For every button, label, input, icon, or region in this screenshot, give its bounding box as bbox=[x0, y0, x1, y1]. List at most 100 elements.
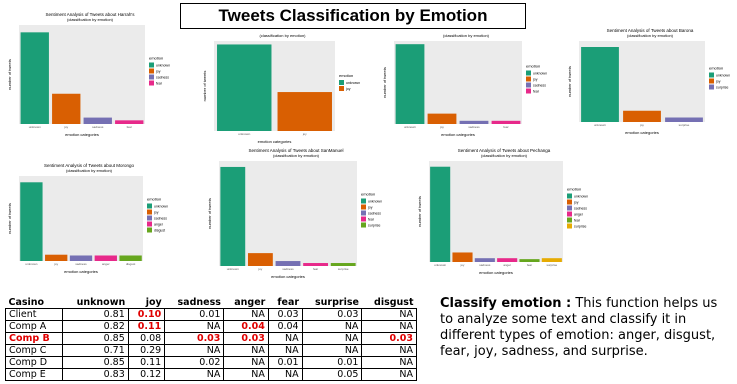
table-row: Comp C 0.71 0.29 NA NA NA NA NA bbox=[4, 344, 417, 357]
y-axis-label: number of tweets bbox=[7, 59, 12, 90]
x-tick-label: unknown bbox=[404, 125, 416, 129]
table-cell: 0.11 bbox=[127, 320, 166, 333]
x-axis-label: emotion categories bbox=[625, 130, 659, 135]
bar bbox=[45, 254, 68, 261]
legend-label: unknown bbox=[574, 195, 588, 199]
table-cell: NA bbox=[267, 344, 303, 357]
x-tick-label: sadness bbox=[282, 267, 294, 271]
table-cell: NA bbox=[361, 320, 417, 333]
legend-label: joy bbox=[153, 211, 159, 215]
bar bbox=[665, 117, 703, 122]
charts: unknown joy sadness fear Sentiment Analysis … bbox=[7, 12, 730, 279]
bar bbox=[459, 120, 489, 124]
x-tick-label: joy bbox=[439, 125, 444, 129]
x-tick-label: surprise bbox=[679, 123, 690, 127]
bar bbox=[220, 166, 246, 266]
x-tick-label: surprise bbox=[338, 267, 349, 271]
table-cell: NA bbox=[267, 332, 303, 345]
table-cell: NA bbox=[361, 308, 417, 321]
x-tick-label: unknown bbox=[29, 125, 41, 129]
table-cell: NA bbox=[164, 368, 225, 381]
table-cell: 0.10 bbox=[127, 308, 166, 321]
table-cell: Client bbox=[4, 308, 64, 321]
legend-title: emotion bbox=[147, 197, 161, 202]
bar bbox=[395, 44, 425, 124]
bar bbox=[275, 261, 301, 266]
table-cell: 0.81 bbox=[62, 308, 129, 321]
table-cell: 0.01 bbox=[267, 356, 303, 369]
legend-title: emotion bbox=[149, 56, 163, 61]
x-tick-label: anger bbox=[503, 263, 511, 267]
table-cell: 0.05 bbox=[301, 368, 363, 381]
x-tick-label: unknown bbox=[25, 262, 37, 266]
table-cell: 0.08 bbox=[127, 332, 166, 345]
table-cell: NA bbox=[223, 368, 269, 381]
x-tick-label: fear bbox=[503, 125, 508, 129]
x-tick-label: unknown bbox=[594, 123, 606, 127]
table-cell: 0.11 bbox=[127, 356, 166, 369]
legend-label: surprise bbox=[368, 224, 381, 228]
x-tick-label: sadness bbox=[468, 125, 480, 129]
x-tick-label: surprise bbox=[546, 263, 557, 267]
legend-swatch bbox=[147, 209, 152, 215]
table-row: Client 0.81 0.10 0.01 NA 0.03 0.03 NA bbox=[4, 308, 417, 321]
description-label: Classify emotion : bbox=[440, 296, 572, 311]
slide-title: Tweets Classification by Emotion bbox=[180, 3, 526, 29]
table-cell: NA bbox=[164, 344, 225, 357]
chart-subtitle: (classification by emotion) bbox=[259, 33, 306, 38]
legend-swatch bbox=[567, 223, 572, 229]
legend-swatch bbox=[567, 205, 572, 211]
x-axis-label: emotion categories bbox=[271, 274, 305, 279]
legend-swatch bbox=[709, 72, 714, 78]
legend-swatch bbox=[339, 86, 344, 91]
x-tick-label: fear bbox=[313, 267, 318, 271]
legend-label: joy bbox=[573, 201, 579, 205]
bar bbox=[69, 255, 93, 261]
legend-title: emotion bbox=[709, 66, 723, 71]
legend-label: joy bbox=[532, 78, 538, 82]
legend-label: surprise bbox=[574, 225, 587, 229]
chart-subtitle: (classification by emotion) bbox=[443, 33, 490, 38]
legend-swatch bbox=[147, 215, 152, 221]
x-tick-label: unknown bbox=[227, 267, 239, 271]
table-cell: 0.83 bbox=[62, 368, 129, 381]
legend-swatch bbox=[361, 210, 366, 216]
legend-swatch bbox=[526, 70, 531, 76]
x-axis-label: emotion categories bbox=[441, 132, 475, 137]
legend-title: emotion bbox=[361, 192, 375, 197]
chart: unknown joy sadness fear surprise Sentiment A… bbox=[207, 148, 382, 279]
x-tick-label: fear bbox=[127, 125, 132, 129]
x-tick-label: sadness bbox=[75, 262, 87, 266]
chart-title: Sentiment Analysis of Tweets about Pecha… bbox=[458, 148, 551, 153]
legend-label: fear bbox=[533, 90, 540, 94]
table-cell: NA bbox=[361, 344, 417, 357]
x-tick-label: unknown bbox=[238, 132, 250, 136]
table-cell: 0.01 bbox=[164, 308, 225, 321]
table-cell: 0.85 bbox=[62, 356, 129, 369]
legend-swatch bbox=[361, 198, 366, 204]
legend-swatch bbox=[709, 78, 714, 84]
legend-label: fear bbox=[368, 218, 375, 222]
x-tick-label: joy bbox=[257, 267, 262, 271]
table-cell: NA bbox=[164, 320, 225, 333]
chart-subtitle: (classification by emotion) bbox=[66, 168, 113, 173]
chart: unknown joy sadness anger fear surprise Sentim… bbox=[417, 148, 588, 275]
x-tick-label: joy bbox=[460, 263, 465, 267]
table-row: Comp A 0.82 0.11 NA 0.04 0.04 NA NA bbox=[4, 320, 417, 333]
chart-subtitle: (classification by emotion) bbox=[273, 153, 320, 158]
legend-label: joy bbox=[367, 206, 373, 210]
legend-label: unknown bbox=[156, 64, 170, 68]
legend-label: unknown bbox=[154, 205, 168, 209]
bar bbox=[119, 255, 142, 261]
x-tick-label: unknown bbox=[434, 263, 446, 267]
y-axis-label: number of tweets bbox=[207, 198, 212, 229]
legend-label: sadness bbox=[533, 84, 546, 88]
bar bbox=[427, 113, 457, 124]
x-axis-label: emotion categories bbox=[258, 139, 292, 144]
column-header: Casino bbox=[8, 297, 45, 308]
legend-label: anger bbox=[574, 213, 584, 217]
table-header: Casino unknown joy sadness anger fear surprise… bbox=[6, 297, 417, 309]
table-cell: NA bbox=[301, 344, 363, 357]
table-cell: 0.85 bbox=[62, 332, 129, 345]
